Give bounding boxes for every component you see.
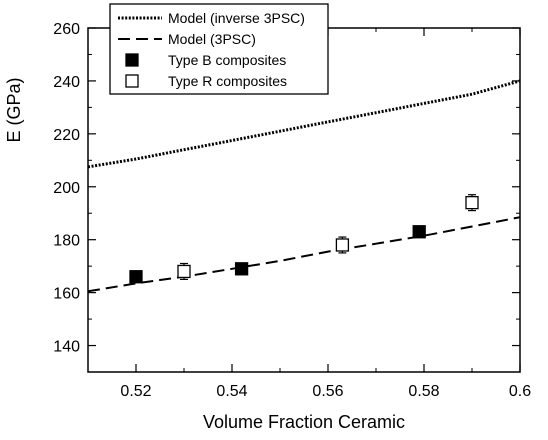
y-tick-label: 220 <box>53 127 80 144</box>
series-line-1 <box>88 216 520 293</box>
y-tick-label: 160 <box>53 286 80 303</box>
x-axis-title: Volume Fraction Ceramic <box>203 412 405 432</box>
legend-label: Type R composites <box>168 73 287 89</box>
data-point <box>234 262 249 276</box>
x-tick-label: 0.6 <box>509 383 531 400</box>
axes: 0.52 0.54 0.56 0.58 0.6 140 160 180 200 220 240 260… <box>4 21 531 432</box>
series-line-0 <box>88 79 520 169</box>
data-point <box>129 270 143 284</box>
plot-area <box>88 79 520 293</box>
x-tick-label: 0.54 <box>216 383 247 400</box>
legend-swatch <box>125 74 139 88</box>
x-tick-label: 0.58 <box>408 383 439 400</box>
y-axis-title: E (GPa) <box>4 77 24 142</box>
y-tick-label: 260 <box>53 21 80 38</box>
y-tick-label: 200 <box>53 180 80 197</box>
x-tick-label: 0.56 <box>312 383 343 400</box>
data-point <box>335 238 350 252</box>
data-point <box>465 195 479 210</box>
legend-label: Type B composites <box>168 52 286 68</box>
x-tick-label: 0.52 <box>120 383 151 400</box>
legend-box <box>109 3 329 95</box>
legend-label: Model (3PSC) <box>168 31 256 47</box>
data-point <box>177 264 191 279</box>
legend-swatch <box>125 53 139 67</box>
y-tick-label: 240 <box>53 74 80 91</box>
y-tick-label: 180 <box>53 233 80 250</box>
legend-label: Model (inverse 3PSC) <box>168 10 305 26</box>
y-tick-label: 140 <box>53 339 80 356</box>
legend: Model (inverse 3PSC) Model (3PSC) Type B c… <box>109 3 329 95</box>
data-point <box>412 225 426 239</box>
